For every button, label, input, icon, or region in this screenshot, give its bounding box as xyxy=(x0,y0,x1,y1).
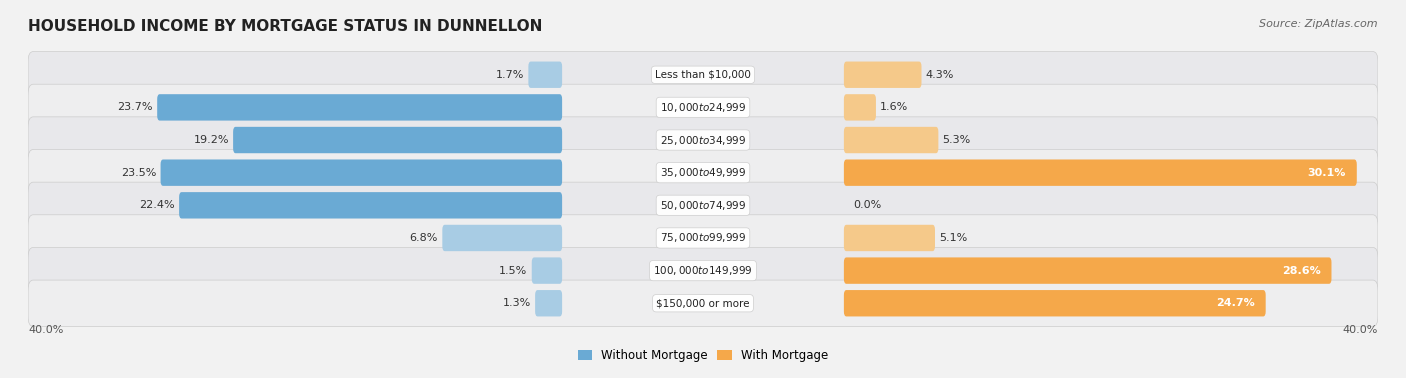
FancyBboxPatch shape xyxy=(844,257,1331,284)
FancyBboxPatch shape xyxy=(28,280,1378,327)
FancyBboxPatch shape xyxy=(160,160,562,186)
FancyBboxPatch shape xyxy=(28,117,1378,163)
Text: 1.6%: 1.6% xyxy=(880,102,908,112)
Text: 1.7%: 1.7% xyxy=(496,70,524,80)
Text: 4.3%: 4.3% xyxy=(925,70,955,80)
FancyBboxPatch shape xyxy=(536,290,562,316)
FancyBboxPatch shape xyxy=(28,248,1378,294)
Text: $10,000 to $24,999: $10,000 to $24,999 xyxy=(659,101,747,114)
Text: 0.0%: 0.0% xyxy=(853,200,882,210)
Text: $75,000 to $99,999: $75,000 to $99,999 xyxy=(659,231,747,245)
Text: 40.0%: 40.0% xyxy=(28,325,63,335)
Text: HOUSEHOLD INCOME BY MORTGAGE STATUS IN DUNNELLON: HOUSEHOLD INCOME BY MORTGAGE STATUS IN D… xyxy=(28,19,543,34)
Text: $35,000 to $49,999: $35,000 to $49,999 xyxy=(659,166,747,179)
Text: 24.7%: 24.7% xyxy=(1216,298,1254,308)
FancyBboxPatch shape xyxy=(844,290,1265,316)
Text: 1.5%: 1.5% xyxy=(499,266,527,276)
FancyBboxPatch shape xyxy=(443,225,562,251)
FancyBboxPatch shape xyxy=(844,160,1357,186)
Text: 22.4%: 22.4% xyxy=(139,200,174,210)
FancyBboxPatch shape xyxy=(531,257,562,284)
FancyBboxPatch shape xyxy=(844,127,938,153)
Legend: Without Mortgage, With Mortgage: Without Mortgage, With Mortgage xyxy=(574,344,832,367)
FancyBboxPatch shape xyxy=(844,62,921,88)
Text: 5.1%: 5.1% xyxy=(939,233,967,243)
FancyBboxPatch shape xyxy=(28,150,1378,196)
Text: 1.3%: 1.3% xyxy=(503,298,531,308)
Text: 23.5%: 23.5% xyxy=(121,168,156,178)
FancyBboxPatch shape xyxy=(529,62,562,88)
FancyBboxPatch shape xyxy=(28,182,1378,228)
Text: 28.6%: 28.6% xyxy=(1282,266,1320,276)
Text: 40.0%: 40.0% xyxy=(1343,325,1378,335)
FancyBboxPatch shape xyxy=(179,192,562,218)
Text: 5.3%: 5.3% xyxy=(942,135,970,145)
FancyBboxPatch shape xyxy=(28,51,1378,98)
Text: $150,000 or more: $150,000 or more xyxy=(657,298,749,308)
Text: $100,000 to $149,999: $100,000 to $149,999 xyxy=(654,264,752,277)
Text: 30.1%: 30.1% xyxy=(1308,168,1346,178)
FancyBboxPatch shape xyxy=(844,225,935,251)
Text: Source: ZipAtlas.com: Source: ZipAtlas.com xyxy=(1260,19,1378,29)
Text: 19.2%: 19.2% xyxy=(194,135,229,145)
FancyBboxPatch shape xyxy=(28,84,1378,130)
Text: $50,000 to $74,999: $50,000 to $74,999 xyxy=(659,199,747,212)
FancyBboxPatch shape xyxy=(844,94,876,121)
FancyBboxPatch shape xyxy=(28,215,1378,261)
Text: $25,000 to $34,999: $25,000 to $34,999 xyxy=(659,133,747,147)
Text: Less than $10,000: Less than $10,000 xyxy=(655,70,751,80)
FancyBboxPatch shape xyxy=(233,127,562,153)
Text: 6.8%: 6.8% xyxy=(409,233,439,243)
FancyBboxPatch shape xyxy=(157,94,562,121)
Text: 23.7%: 23.7% xyxy=(118,102,153,112)
